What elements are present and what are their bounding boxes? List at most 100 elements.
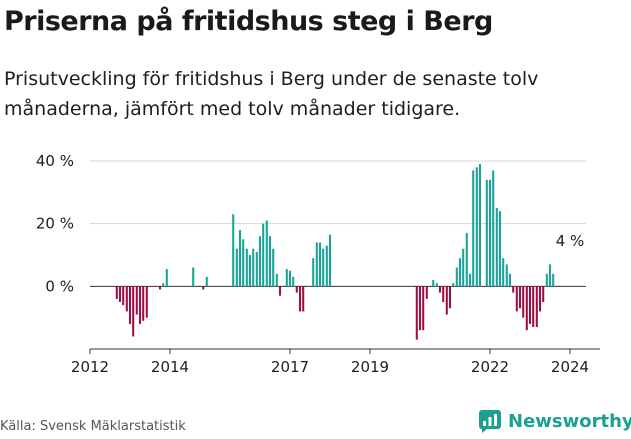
bar xyxy=(302,286,305,312)
bar xyxy=(295,286,298,293)
bar xyxy=(325,245,328,287)
bar xyxy=(542,286,545,302)
bar xyxy=(465,233,468,287)
bar xyxy=(192,267,195,287)
bar xyxy=(328,234,332,287)
bar xyxy=(488,179,492,287)
bar xyxy=(322,248,325,287)
bar xyxy=(118,286,122,302)
bar xyxy=(255,251,258,287)
bar xyxy=(485,179,488,287)
y-tick-label: 40 % xyxy=(36,152,74,170)
source-note: Källa: Svensk Mäklarstatistik xyxy=(0,419,186,434)
newsworthy-logo-icon xyxy=(479,410,501,433)
latest-value-annotation: 4 % xyxy=(556,232,585,250)
bar xyxy=(238,229,242,287)
bar xyxy=(158,286,162,290)
bar xyxy=(548,264,552,287)
bar xyxy=(232,214,235,287)
bar xyxy=(442,286,445,302)
bar xyxy=(498,211,502,287)
y-tick-label: 0 % xyxy=(45,277,74,295)
bar xyxy=(545,273,548,287)
bars xyxy=(115,164,555,340)
bar xyxy=(272,248,275,287)
bar xyxy=(268,236,272,287)
bar xyxy=(425,286,428,299)
bar xyxy=(508,273,512,287)
bar xyxy=(472,170,475,287)
bar xyxy=(298,286,302,312)
x-tick-label: 2024 xyxy=(551,358,589,376)
bar xyxy=(245,248,248,287)
bar xyxy=(525,286,528,331)
bar xyxy=(422,286,425,331)
bar xyxy=(235,248,238,287)
bar xyxy=(258,236,262,287)
x-tick-label: 2017 xyxy=(271,358,309,376)
bar xyxy=(518,286,522,309)
bar xyxy=(205,276,208,287)
bar xyxy=(538,286,542,312)
newsworthy-logo: Newsworthy xyxy=(478,409,631,433)
bar xyxy=(292,276,295,287)
bar xyxy=(125,286,128,312)
bar xyxy=(315,242,318,287)
bar xyxy=(285,269,288,287)
bar xyxy=(452,283,455,287)
bar xyxy=(265,220,268,287)
bar xyxy=(535,286,538,328)
x-axis xyxy=(89,348,600,354)
bar xyxy=(478,164,482,287)
bar xyxy=(448,286,452,309)
y-tick-label: 20 % xyxy=(36,215,74,233)
bar xyxy=(275,273,278,287)
bar xyxy=(458,258,462,287)
bar xyxy=(462,248,465,287)
bar xyxy=(288,270,292,287)
bar-chart: 0 % 20 % 40 % 2012 2014 2017 2019 2022 2024 4 % xyxy=(36,152,600,376)
newsworthy-logo-text: Newsworthy xyxy=(508,410,631,432)
x-tick-label: 2019 xyxy=(351,358,389,376)
chart-subtitle: Prisutveckling för fritidshus i Berg und… xyxy=(4,68,539,120)
bar xyxy=(468,273,472,287)
bar xyxy=(242,239,245,287)
bar xyxy=(145,286,148,318)
bar xyxy=(252,248,255,287)
bar xyxy=(165,269,168,287)
bar xyxy=(455,267,458,287)
bar xyxy=(492,170,495,287)
bar xyxy=(435,283,438,287)
bar xyxy=(495,208,498,287)
bar xyxy=(552,273,555,287)
bar xyxy=(278,286,282,296)
bar xyxy=(162,283,165,287)
bar xyxy=(415,286,418,340)
bar xyxy=(138,286,142,324)
bar xyxy=(122,286,125,306)
bar xyxy=(512,286,515,293)
bar xyxy=(142,286,145,321)
bar xyxy=(318,242,322,287)
x-tick-label: 2022 xyxy=(471,358,509,376)
bar xyxy=(132,286,135,337)
bar xyxy=(515,286,518,312)
bar xyxy=(312,258,315,287)
bar xyxy=(248,255,252,287)
bar xyxy=(502,258,505,287)
bar xyxy=(262,223,265,287)
bar xyxy=(522,286,525,318)
gridlines xyxy=(90,160,586,287)
bar xyxy=(532,286,535,328)
x-tick-label: 2012 xyxy=(71,358,109,376)
bar xyxy=(528,286,532,324)
bar xyxy=(135,286,138,315)
bar xyxy=(202,286,205,290)
bar xyxy=(418,286,422,331)
bar xyxy=(438,286,442,293)
bar xyxy=(432,280,435,287)
bar xyxy=(115,286,118,299)
bar xyxy=(475,167,478,287)
bar xyxy=(445,286,448,315)
bar xyxy=(505,264,508,287)
